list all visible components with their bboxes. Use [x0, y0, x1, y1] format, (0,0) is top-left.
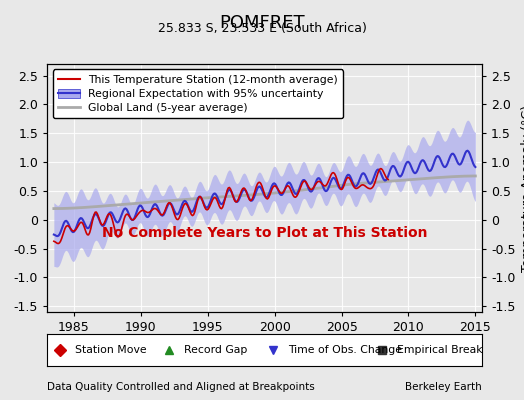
Text: Berkeley Earth: Berkeley Earth	[406, 382, 482, 392]
Text: 25.833 S, 23.533 E (South Africa): 25.833 S, 23.533 E (South Africa)	[158, 22, 366, 35]
Text: Data Quality Controlled and Aligned at Breakpoints: Data Quality Controlled and Aligned at B…	[47, 382, 315, 392]
Text: No Complete Years to Plot at This Station: No Complete Years to Plot at This Statio…	[102, 226, 428, 240]
Text: Station Move: Station Move	[75, 345, 147, 355]
Y-axis label: Temperature Anomaly (°C): Temperature Anomaly (°C)	[521, 104, 524, 272]
Text: Record Gap: Record Gap	[184, 345, 247, 355]
Text: Empirical Break: Empirical Break	[397, 345, 483, 355]
Text: Time of Obs. Change: Time of Obs. Change	[289, 345, 402, 355]
Text: POMFRET: POMFRET	[219, 14, 305, 32]
Legend: This Temperature Station (12-month average), Regional Expectation with 95% uncer: This Temperature Station (12-month avera…	[52, 70, 344, 118]
